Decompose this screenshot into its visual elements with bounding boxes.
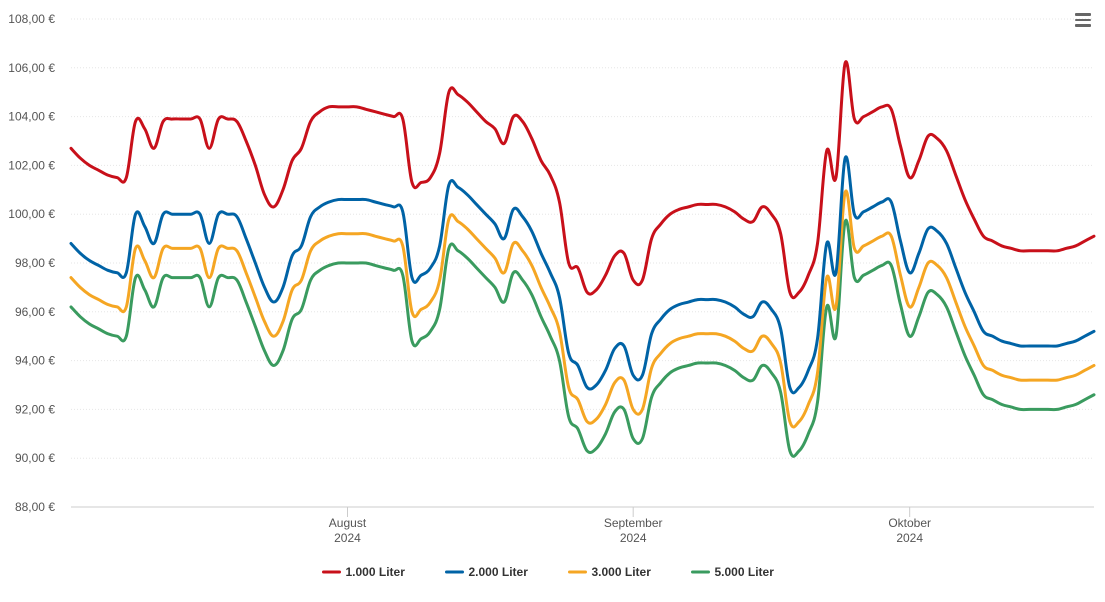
menu-icon-bar [1075,18,1091,21]
y-tick-label: 102,00 € [8,158,55,172]
y-tick-label: 94,00 € [15,354,55,368]
y-tick-label: 90,00 € [15,451,55,465]
x-tick-label-month: August [329,516,367,530]
y-tick-label: 88,00 € [15,500,55,514]
y-axis-ticks: 108,00 € 106,00 € 104,00 € 102,00 € 100,00 €… [8,12,55,514]
series-line [69,218,1096,458]
series-lines [69,60,1096,458]
legend-label: 3.000 Liter [592,565,652,579]
x-tick-label-year: 2024 [620,531,647,545]
x-tick-label-year: 2024 [334,531,361,545]
series-line [69,155,1096,395]
x-tick-label-month: September [604,516,663,530]
legend: 1.000 Liter 2.000 Liter 3.000 Liter 5.000 L… [322,565,775,579]
y-tick-label: 100,00 € [8,207,55,221]
y-tick-label: 104,00 € [8,110,55,124]
y-tick-label: 98,00 € [15,256,55,270]
x-tick-label-year: 2024 [896,531,923,545]
series-line [69,60,1096,300]
grid-lines [71,18,1094,459]
menu-icon-bar [1075,13,1091,16]
y-tick-label: 106,00 € [8,61,55,75]
legend-label: 1.000 Liter [346,565,406,579]
y-tick-label: 108,00 € [8,12,55,26]
y-tick-label: 96,00 € [15,305,55,319]
menu-icon-bar [1075,24,1091,27]
legend-label: 5.000 Liter [715,565,775,579]
legend-label: 2.000 Liter [469,565,529,579]
series-line [69,189,1096,429]
x-tick-label-month: Oktober [888,516,931,530]
y-tick-label: 92,00 € [15,402,55,416]
chart-menu-button[interactable] [1071,10,1095,34]
